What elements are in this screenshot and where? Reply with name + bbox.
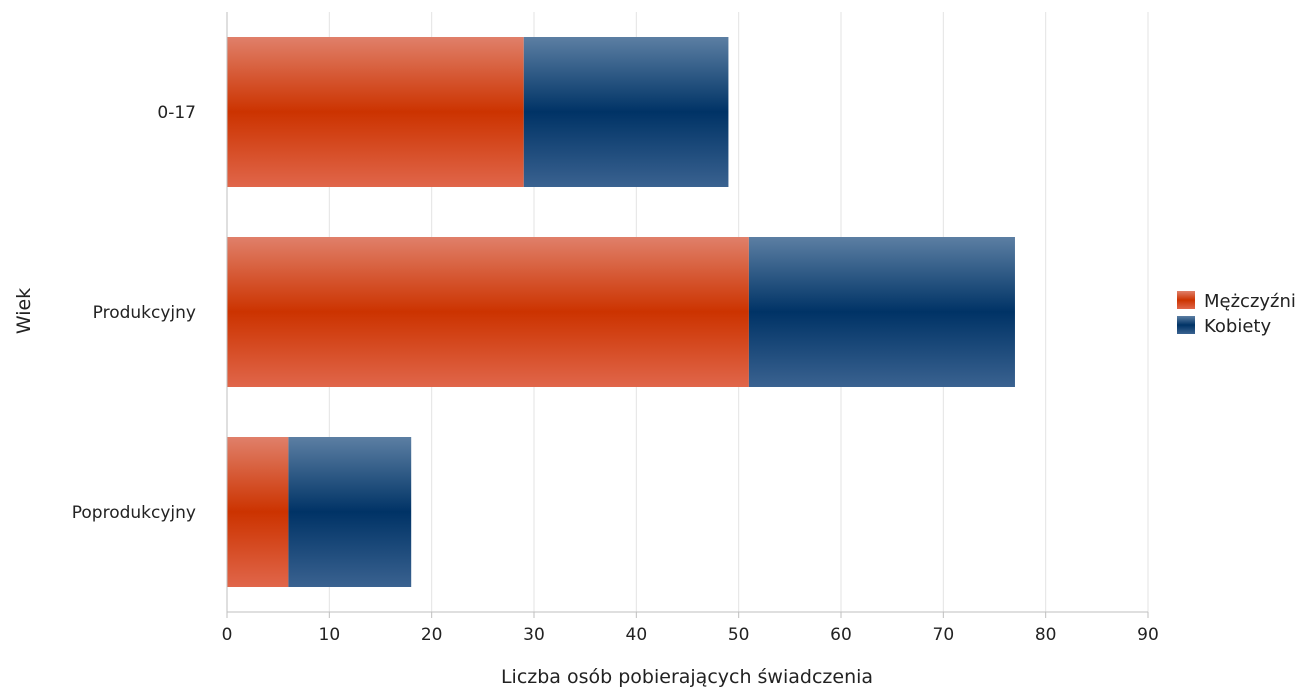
x-tick-label: 60 bbox=[830, 625, 852, 645]
x-tick-label: 10 bbox=[319, 625, 341, 645]
legend-label-men: Mężczyźni bbox=[1204, 291, 1296, 312]
x-tick-label: 50 bbox=[728, 625, 750, 645]
x-tick-label: 20 bbox=[421, 625, 443, 645]
x-tick-label: 40 bbox=[626, 625, 648, 645]
bar-men-0[interactable] bbox=[227, 37, 524, 187]
bar-women-2[interactable] bbox=[288, 437, 412, 587]
tick-labels: 0 10 20 30 40 50 60 70 80 90 0-17 Produkcyjny Poprod… bbox=[72, 103, 1159, 645]
bars bbox=[227, 37, 1015, 587]
x-tick-label: 70 bbox=[933, 625, 955, 645]
legend-swatch-women bbox=[1177, 316, 1195, 334]
x-tick-label: 30 bbox=[523, 625, 545, 645]
bar-women-1[interactable] bbox=[748, 237, 1015, 387]
y-tick-label: 0-17 bbox=[157, 103, 196, 123]
x-tick-label: 90 bbox=[1137, 625, 1159, 645]
bar-men-1[interactable] bbox=[227, 237, 749, 387]
legend-swatch-men bbox=[1177, 291, 1195, 309]
y-axis-title: Wiek bbox=[13, 288, 35, 334]
x-tick-label: 80 bbox=[1035, 625, 1057, 645]
y-tick-label: Produkcyjny bbox=[93, 303, 196, 323]
axes bbox=[226, 12, 1149, 618]
legend: Mężczyźni Kobiety bbox=[1177, 291, 1296, 337]
x-tick-label: 0 bbox=[222, 625, 233, 645]
legend-label-women: Kobiety bbox=[1204, 316, 1271, 337]
x-axis-title: Liczba osób pobierających świadczenia bbox=[501, 666, 873, 688]
bar-men-2[interactable] bbox=[227, 437, 289, 587]
y-tick-label: Poprodukcyjny bbox=[72, 503, 196, 523]
bar-women-0[interactable] bbox=[523, 37, 729, 187]
